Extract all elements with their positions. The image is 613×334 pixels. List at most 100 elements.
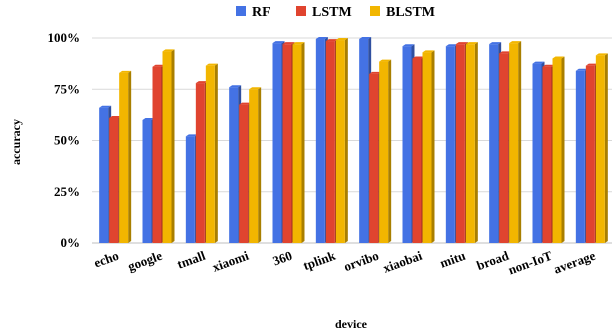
bar-lstm-orvibo xyxy=(369,73,379,243)
bar-top-lstm xyxy=(325,39,338,42)
legend: RF LSTM BLSTM xyxy=(236,5,435,20)
bar-rf-tplink xyxy=(315,39,325,244)
x-category-label: tplink xyxy=(301,247,338,273)
x-category-label: tmall xyxy=(175,248,208,272)
bar-blstm-average xyxy=(595,55,605,243)
bar-blstm-xiaobai xyxy=(422,52,432,243)
legend-swatch-rf xyxy=(236,6,246,16)
bar-lstm-mitu xyxy=(455,44,465,244)
bar-top-blstm xyxy=(292,42,305,45)
bar-rf-mitu xyxy=(445,46,455,244)
gridlines xyxy=(92,37,612,244)
bar-rf-google xyxy=(142,120,152,243)
bar-blstm-tmall xyxy=(205,65,215,243)
x-axis-label: device xyxy=(335,317,368,331)
bar-rf-xiaomi xyxy=(229,87,239,243)
bar-blstm-mitu xyxy=(465,44,475,244)
bar-rf-xiaobai xyxy=(402,46,412,244)
bar-top-rf xyxy=(445,44,458,47)
bar-top-blstm xyxy=(465,42,478,45)
bar-lstm-broad xyxy=(499,53,509,243)
legend-label-rf: RF xyxy=(252,5,271,20)
bars xyxy=(99,37,608,244)
x-category-label: google xyxy=(126,248,165,274)
bar-blstm-tplink xyxy=(335,40,345,243)
bar-rf-broad xyxy=(489,44,499,244)
bar-lstm-average xyxy=(585,65,595,243)
x-category-labels: echo google tmall xiaomi 360 tplink orvibo xiao… xyxy=(92,247,598,277)
x-category-label: echo xyxy=(92,248,121,271)
bar-blstm-xiaomi xyxy=(249,89,259,243)
x-category-label: xiaobai xyxy=(381,248,425,276)
legend-swatch-lstm xyxy=(296,6,306,16)
bar-lstm-xiaobai xyxy=(412,58,422,243)
bar-top-lstm xyxy=(152,64,165,67)
bar-top-rf xyxy=(402,44,415,47)
bar-top-lstm xyxy=(282,42,295,45)
legend-label-blstm: BLSTM xyxy=(386,5,435,20)
bar-blstm-orvibo xyxy=(379,61,389,244)
bar-top-rf xyxy=(229,85,242,88)
bar-top-rf xyxy=(489,42,502,45)
bar-rf-orvibo xyxy=(359,39,369,244)
y-tick-label: 100% xyxy=(48,30,81,45)
bar-lstm-google xyxy=(152,66,162,243)
bar-lstm-non-iot xyxy=(542,66,552,243)
y-axis-label: accuracy xyxy=(9,119,23,165)
bar-top-lstm xyxy=(109,115,122,118)
bar-top-blstm xyxy=(119,70,132,73)
bar-side-blstm xyxy=(214,63,218,243)
bar-blstm-google xyxy=(162,51,172,244)
bar-top-rf xyxy=(185,134,198,137)
bar-top-blstm xyxy=(509,41,522,44)
x-category-label: 360 xyxy=(271,248,294,269)
bar-blstm-non-iot xyxy=(552,58,562,243)
bar-top-blstm xyxy=(422,50,435,53)
bar-top-lstm xyxy=(455,42,468,45)
bar-top-rf xyxy=(575,68,588,71)
y-tick-label: 25% xyxy=(54,184,80,199)
bar-side-blstm xyxy=(301,42,305,244)
bar-top-lstm xyxy=(542,64,555,67)
bar-top-blstm xyxy=(379,59,392,62)
bar-top-lstm xyxy=(195,81,208,84)
legend-label-lstm: LSTM xyxy=(312,5,352,20)
bar-rf-average xyxy=(575,70,585,243)
legend-swatch-blstm xyxy=(370,6,380,16)
bar-lstm-xiaomi xyxy=(239,104,249,243)
bar-blstm-echo xyxy=(119,72,129,243)
bar-side-blstm xyxy=(604,53,608,243)
y-tick-label: 0% xyxy=(61,235,81,250)
bar-lstm-tmall xyxy=(195,83,205,243)
bar-top-blstm xyxy=(595,53,608,56)
bar-lstm-360 xyxy=(282,44,292,244)
y-tick-label: 75% xyxy=(54,81,80,96)
bar-top-blstm xyxy=(552,56,565,59)
bar-top-blstm xyxy=(335,38,348,41)
x-category-label: average xyxy=(552,248,598,277)
bar-top-blstm xyxy=(205,63,218,66)
y-tick-labels: 0% 25% 50% 75% 100% xyxy=(48,30,81,250)
x-category-label: non-IoT xyxy=(506,248,554,278)
bar-top-blstm xyxy=(162,49,175,52)
x-category-label: orvibo xyxy=(342,248,381,274)
bar-top-rf xyxy=(142,118,155,120)
bar-top-rf xyxy=(532,61,545,64)
bar-side-blstm xyxy=(561,56,565,243)
bar-top-lstm xyxy=(239,102,252,105)
bar-top-lstm xyxy=(412,56,425,59)
x-category-label: xiaomi xyxy=(210,248,251,275)
bar-top-rf xyxy=(315,37,328,40)
bar-rf-non-iot xyxy=(532,63,542,243)
bar-lstm-tplink xyxy=(325,41,335,244)
bar-side-blstm xyxy=(388,59,392,244)
bar-side-blstm xyxy=(128,70,132,243)
bar-lstm-echo xyxy=(109,117,119,243)
bar-side-blstm xyxy=(518,41,522,243)
bar-top-rf xyxy=(99,105,112,108)
bar-side-blstm xyxy=(258,87,262,243)
bar-rf-360 xyxy=(272,43,282,243)
bar-side-blstm xyxy=(344,38,348,243)
x-category-label: broad xyxy=(475,247,512,273)
